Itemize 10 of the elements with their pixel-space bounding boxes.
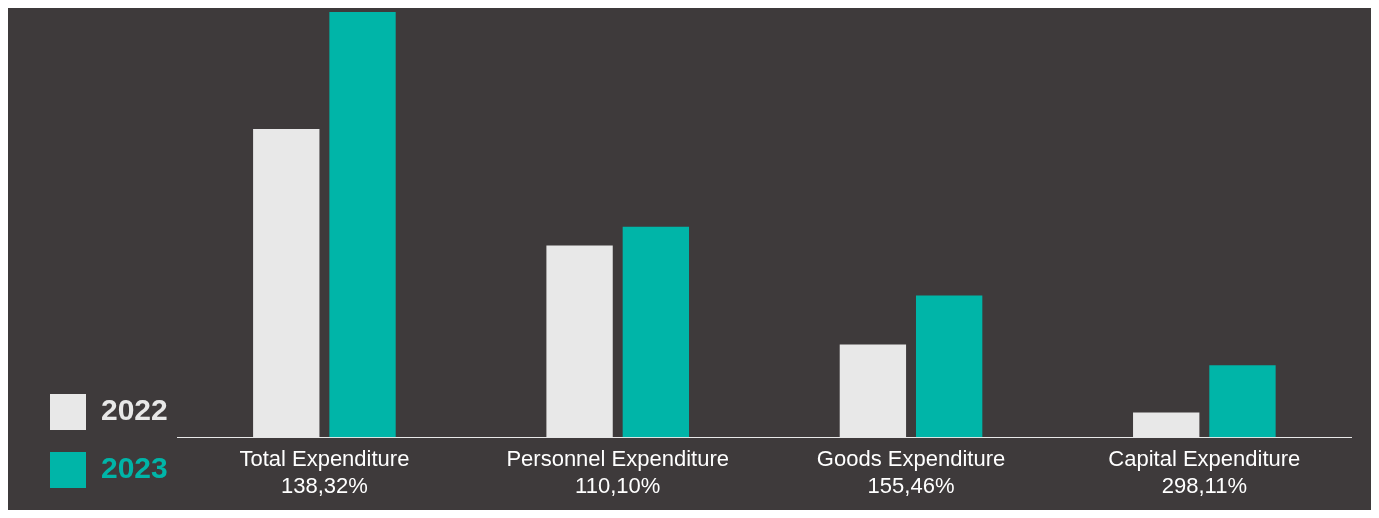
bar <box>1209 365 1276 438</box>
x-tick-label: Capital Expenditure 298,11% <box>1108 446 1301 498</box>
x-tick-label: Total Expenditure 138,32% <box>239 446 410 498</box>
bar <box>915 295 983 438</box>
bar <box>329 12 396 438</box>
x-tick-label: Personnel Expenditure 110,10% <box>506 446 730 498</box>
bar <box>622 226 690 438</box>
legend-label: 2022 <box>101 393 168 427</box>
x-tick-label: Goods Expenditure 155,46% <box>816 446 1006 498</box>
legend-label: 2023 <box>101 451 168 485</box>
